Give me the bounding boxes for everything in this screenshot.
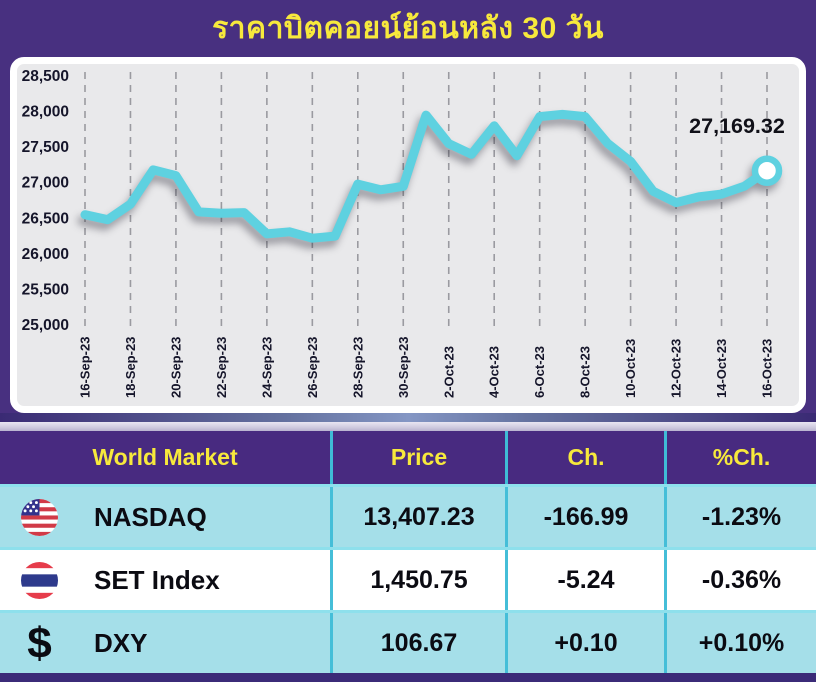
card-shadow-band [0,413,816,422]
x-axis-label: 14-Oct-23 [714,339,729,398]
header-cell-price: Price [333,431,508,484]
x-axis-label: 24-Sep-23 [259,337,274,398]
bitcoin-price-chart-card: 25,000 25,500 26,000 26,500 27,000 27,500 28,0… [10,57,806,413]
x-axis-label: 16-Oct-23 [760,339,775,398]
y-axis-label: 25,500 [22,281,69,298]
world-market-table: World Market Price Ch. %Ch. [0,431,816,682]
x-axis-label: 16-Sep-23 [78,337,93,398]
y-axis-label: 25,000 [22,317,69,334]
header-cell-pct-change: %Ch. [712,444,771,470]
change-cell: -166.99 [508,487,667,547]
price-line [80,109,772,243]
price-series [80,109,783,243]
y-axis-label: 26,500 [22,210,69,227]
table-row-dxy: $ DXY 106.67 +0.10 +0.10% [0,610,816,673]
y-axis-label: 26,000 [22,246,69,263]
change-cell: +0.10 [508,613,667,673]
x-axis-label: 26-Sep-23 [305,337,320,398]
price-cell: 1,450.75 [333,550,508,610]
bottom-strip [0,673,816,682]
instrument-name: SET Index [94,564,220,595]
x-axis-label: 30-Sep-23 [396,337,411,398]
header-cell-change: Ch. [508,431,667,484]
table-row-nasdaq: NASDAQ 13,407.23 -166.99 -1.23% [0,484,816,547]
x-axis-label: 2-Oct-23 [441,346,456,398]
y-axis-label: 27,500 [22,139,69,156]
table-header-row: World Market Price Ch. %Ch. [0,431,816,484]
x-axis-label: 12-Oct-23 [669,339,684,398]
y-axis-label: 28,000 [22,104,69,121]
table-row-set-index: SET Index 1,450.75 -5.24 -0.36% [0,547,816,610]
x-axis-label: 20-Sep-23 [168,337,183,398]
x-axis-label: 28-Sep-23 [350,337,365,398]
bitcoin-price-chart: 25,000 25,500 26,000 26,500 27,000 27,500 28,0… [17,64,799,406]
thailand-flag-icon [21,561,58,599]
us-flag-icon [21,498,58,536]
price-cell: 106.67 [333,613,508,673]
price-cell: 13,407.23 [333,487,508,547]
instrument-name: DXY [94,627,148,658]
x-axis-label: 10-Oct-23 [623,339,638,398]
x-axis-label: 8-Oct-23 [578,346,593,398]
card-highlight-band [0,422,816,431]
page-title: ราคาบิตคอยน์ย้อนหลัง 30 วัน [212,12,604,45]
x-axis-label: 6-Oct-23 [532,346,547,398]
x-axis-label: 22-Sep-23 [214,337,229,398]
instrument-cell: NASDAQ [0,487,333,547]
title-bar: ราคาบิตคอยน์ย้อนหลัง 30 วัน [0,0,816,57]
pct-change-cell: -0.36% [701,565,782,594]
pct-change-cell: +0.10% [698,628,785,657]
x-axis-label: 18-Sep-23 [123,337,138,398]
header-cell-world-market: World Market [0,431,333,484]
y-axis-label: 27,000 [22,175,69,192]
y-axis-labels: 25,000 25,500 26,000 26,500 27,000 27,500 28,0… [22,68,69,334]
endpoint-marker [751,155,783,186]
latest-price-label: 27,169.32 [689,114,785,138]
x-axis-label: 4-Oct-23 [487,346,502,398]
instrument-cell: $ DXY [0,613,333,673]
change-cell: -5.24 [508,550,667,610]
dollar-icon: $ [27,618,52,668]
instrument-cell: SET Index [0,550,333,610]
x-axis-labels: 16-Sep-23 18-Sep-23 20-Sep-23 22-Sep-23 24-S… [78,337,775,398]
instrument-name: NASDAQ [94,501,207,532]
pct-change-cell: -1.23% [701,502,782,531]
y-axis-label: 28,500 [22,68,69,85]
